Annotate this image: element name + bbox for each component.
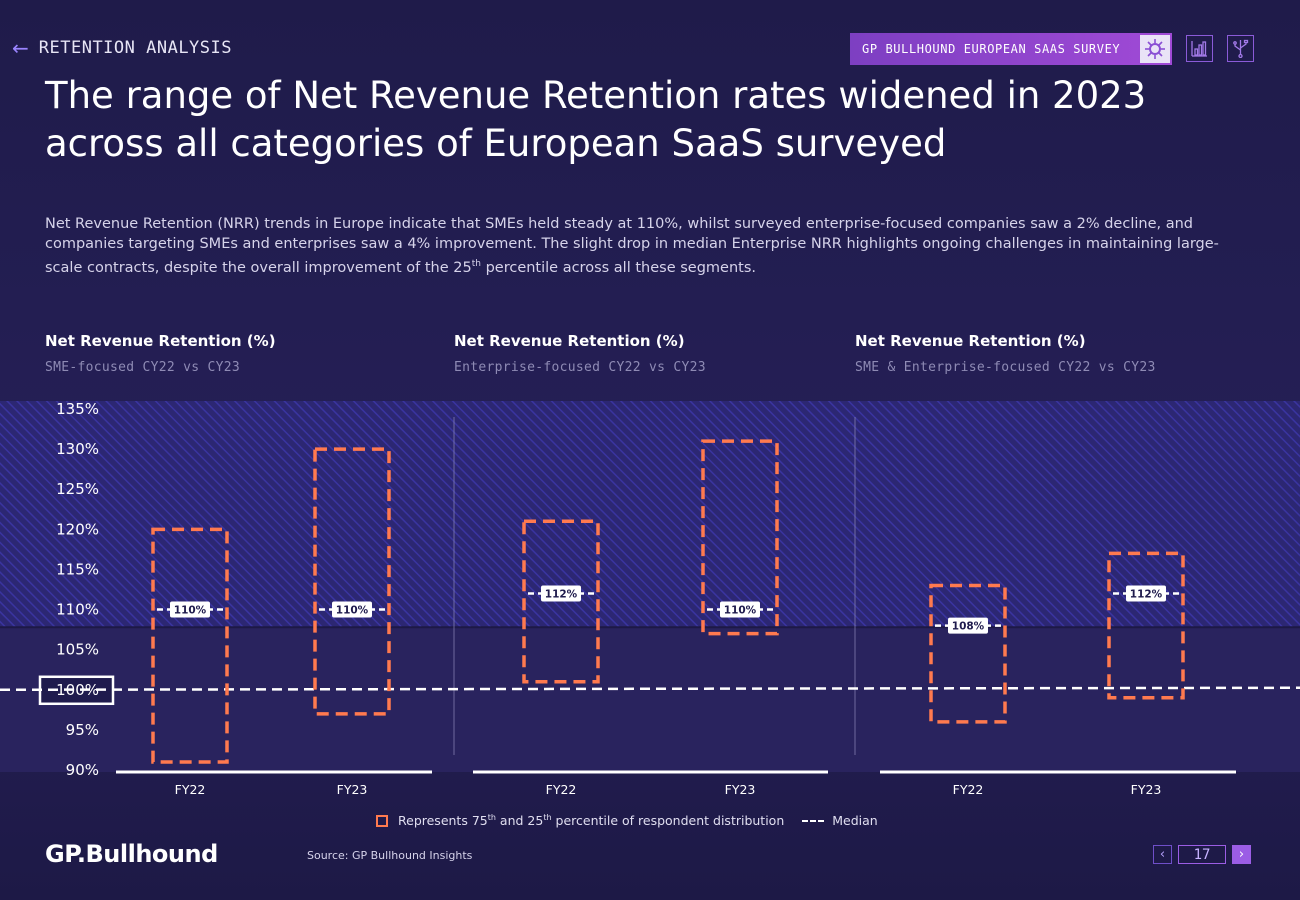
legend-box-swatch <box>376 814 388 827</box>
x-tick-label: FY22 <box>953 782 984 797</box>
x-tick-label: FY22 <box>546 782 577 797</box>
panel-title: Net Revenue Retention (%) <box>855 332 1086 350</box>
panel-header-sme-enterprise: Net Revenue Retention (%) SME & Enterpri… <box>855 332 1156 375</box>
y-tick-label: 95% <box>66 721 99 739</box>
page-number: 17 <box>1178 845 1226 864</box>
virus-icon <box>1140 35 1170 63</box>
y-tick-label: 115% <box>56 560 99 578</box>
source-note: Source: GP Bullhound Insights <box>307 849 473 862</box>
x-tick-label: FY22 <box>175 782 206 797</box>
legend-median-swatch <box>802 819 825 822</box>
legend-sup-1: th <box>487 813 496 822</box>
iqr-box <box>522 519 600 684</box>
median-label: 108% <box>952 621 985 633</box>
iqr-box <box>1107 551 1185 700</box>
description-line-1: Net Revenue Retention (NRR) trends in Eu… <box>45 216 1193 232</box>
iqr-box <box>151 527 229 764</box>
description-line-3-pre: scale contracts, despite the overall imp… <box>45 259 472 276</box>
median-label: 112% <box>545 589 578 601</box>
legend-box-label: Represents 75th and 25th percentile of r… <box>398 813 784 828</box>
median-label-bg <box>720 601 760 618</box>
median-label-bg <box>948 617 988 634</box>
panel-title: Net Revenue Retention (%) <box>45 332 276 350</box>
chevron-left-icon[interactable]: ‹ <box>1153 845 1172 864</box>
survey-badge[interactable]: GP BULLHOUND EUROPEAN SAAS SURVEY <box>850 33 1172 65</box>
back-navigation[interactable]: ← RETENTION ANALYSIS <box>12 38 232 58</box>
title-line-1: The range of Net Revenue Retention rates… <box>45 74 1147 117</box>
y-tick-label: 120% <box>56 520 99 538</box>
median-label: 110% <box>724 605 757 617</box>
bar-chart-icon[interactable] <box>1186 35 1213 62</box>
panel-title: Net Revenue Retention (%) <box>454 332 685 350</box>
nrr-box-chart: 135% 130% 125% 120% 115% 110% 105% 100% 95% 90% 11… <box>0 400 1300 797</box>
description-line-2: companies targeting SMEs and enterprises… <box>45 236 1219 252</box>
pagination: ‹ 17 › <box>1153 845 1251 864</box>
x-tick-label: FY23 <box>337 782 368 797</box>
panel-subtitle: SME-focused CY22 vs CY23 <box>45 360 241 375</box>
median-label: 112% <box>1130 589 1163 601</box>
hatched-band <box>0 401 1300 628</box>
description-line-3-post: percentile across all these segments. <box>480 259 756 276</box>
panel-subtitle: Enterprise-focused CY22 vs CY23 <box>454 360 706 375</box>
legend-sup-2: th <box>543 813 552 822</box>
median-label-bg <box>170 601 210 618</box>
description-superscript: th <box>471 259 481 269</box>
description: Net Revenue Retention (NRR) trends in Eu… <box>45 214 1245 278</box>
legend-box-text-b: and 25 <box>495 813 544 829</box>
x-tick-label: FY23 <box>1131 782 1162 797</box>
y-tick-label: 135% <box>56 400 99 418</box>
median-label: 110% <box>336 605 369 617</box>
y-tick-label: 90% <box>66 761 99 779</box>
lower-band <box>0 627 1300 772</box>
y-tick-label: 125% <box>56 480 99 498</box>
median-label-bg <box>332 601 372 618</box>
panel-header-enterprise: Net Revenue Retention (%) Enterprise-foc… <box>454 332 706 375</box>
panel-subtitle: SME & Enterprise-focused CY22 vs CY23 <box>855 360 1156 375</box>
title-line-2: across all categories of European SaaS s… <box>45 122 947 165</box>
x-tick-label: FY23 <box>725 782 756 797</box>
reference-line-100 <box>0 686 1300 692</box>
chevron-right-icon[interactable]: › <box>1232 845 1251 864</box>
gp-bullhound-logo: GP.Bullhound <box>45 840 218 868</box>
panel-header-sme: Net Revenue Retention (%) SME-focused CY… <box>45 332 276 375</box>
y-tick-label: 100% <box>56 681 99 699</box>
chart-legend: Represents 75th and 25th percentile of r… <box>376 813 878 828</box>
page-title: The range of Net Revenue Retention rates… <box>45 72 1195 168</box>
back-arrow-icon[interactable]: ← <box>12 36 29 60</box>
legend-box-text-c: percentile of respondent distribution <box>551 813 785 829</box>
median-label: 110% <box>174 605 207 617</box>
usb-icon[interactable] <box>1227 35 1254 62</box>
y-tick-label: 105% <box>56 641 99 659</box>
y-tick-label: 130% <box>56 440 99 458</box>
breadcrumb: RETENTION ANALYSIS <box>38 38 232 58</box>
description-line-3: scale contracts, despite the overall imp… <box>45 254 1245 278</box>
median-label-bg <box>541 585 581 602</box>
survey-badge-label: GP BULLHOUND EUROPEAN SAAS SURVEY <box>862 42 1121 56</box>
legend-median-label: Median <box>832 813 878 829</box>
median-label-bg <box>1126 585 1166 602</box>
legend-box-text-a: Represents 75 <box>398 813 488 829</box>
iqr-box <box>929 583 1007 724</box>
y-tick-label: 110% <box>56 601 99 619</box>
